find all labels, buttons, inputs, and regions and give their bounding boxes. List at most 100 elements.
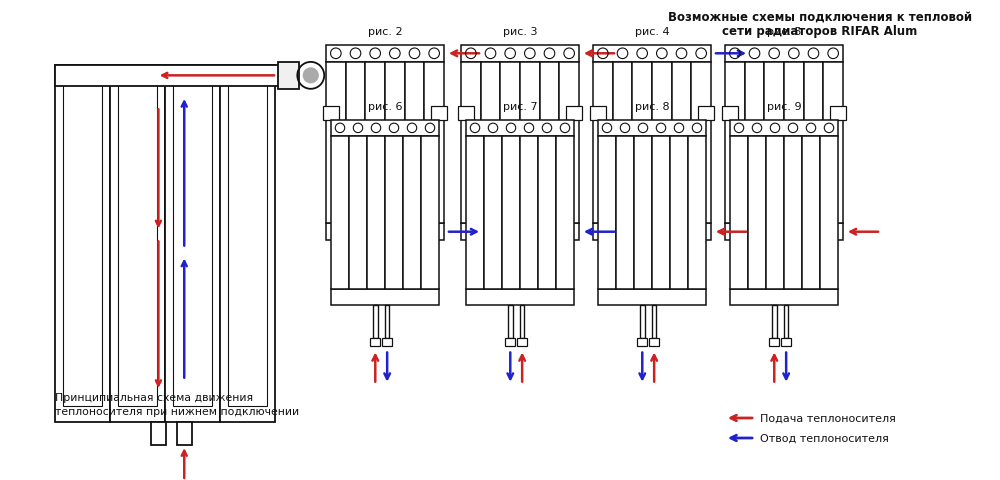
Bar: [804, 62, 823, 224]
Bar: [730, 136, 748, 289]
Bar: [784, 136, 802, 289]
Text: рис. 4: рис. 4: [635, 27, 669, 37]
Bar: [593, 46, 711, 62]
Text: рис. 5: рис. 5: [767, 27, 801, 37]
Bar: [520, 62, 540, 224]
Bar: [616, 136, 634, 289]
Bar: [461, 224, 579, 240]
Bar: [520, 305, 524, 338]
Bar: [725, 46, 843, 62]
Bar: [165, 66, 220, 422]
Bar: [652, 136, 670, 289]
Bar: [688, 136, 706, 289]
Bar: [228, 82, 267, 406]
Bar: [556, 136, 574, 289]
Bar: [784, 305, 788, 338]
Text: рис. 9: рис. 9: [767, 102, 801, 112]
Bar: [220, 66, 275, 422]
Bar: [652, 62, 672, 224]
Bar: [520, 136, 538, 289]
Bar: [370, 338, 380, 346]
Bar: [613, 62, 632, 224]
Bar: [484, 136, 502, 289]
Bar: [63, 82, 102, 406]
Bar: [466, 121, 574, 136]
Bar: [278, 63, 299, 90]
Bar: [598, 121, 706, 136]
Bar: [177, 422, 192, 445]
Bar: [672, 62, 691, 224]
Bar: [698, 107, 714, 121]
Bar: [508, 305, 513, 338]
Bar: [566, 107, 582, 121]
Circle shape: [303, 68, 319, 84]
Bar: [823, 62, 843, 224]
Bar: [331, 289, 439, 305]
Bar: [593, 224, 711, 240]
Bar: [769, 338, 779, 346]
Bar: [670, 136, 688, 289]
Bar: [830, 107, 846, 121]
Text: Возможные схемы подключения к тепловой: Возможные схемы подключения к тепловой: [668, 11, 972, 24]
Bar: [640, 305, 645, 338]
Bar: [559, 62, 579, 224]
Text: рис. 2: рис. 2: [368, 27, 402, 37]
Bar: [766, 136, 784, 289]
Bar: [403, 136, 421, 289]
Bar: [593, 62, 613, 224]
Text: Отвод теплоносителя: Отвод теплоносителя: [760, 433, 889, 443]
Text: Принципиальная схема движения: Принципиальная схема движения: [55, 392, 253, 402]
Bar: [598, 136, 616, 289]
Bar: [461, 46, 579, 62]
Bar: [421, 136, 439, 289]
Bar: [385, 62, 405, 224]
Bar: [540, 62, 559, 224]
Bar: [725, 224, 843, 240]
Bar: [349, 136, 367, 289]
Text: рис. 8: рис. 8: [635, 102, 669, 112]
Bar: [745, 62, 764, 224]
Bar: [772, 305, 777, 338]
Bar: [598, 289, 706, 305]
Bar: [505, 338, 515, 346]
Bar: [55, 66, 290, 86]
Text: Подача теплоносителя: Подача теплоносителя: [760, 413, 896, 423]
Bar: [331, 121, 439, 136]
Bar: [173, 82, 212, 406]
Bar: [365, 62, 385, 224]
Bar: [331, 136, 349, 289]
Bar: [326, 62, 346, 224]
Bar: [590, 107, 606, 121]
Bar: [367, 136, 385, 289]
Bar: [385, 136, 403, 289]
Text: рис. 3: рис. 3: [503, 27, 537, 37]
Bar: [730, 121, 838, 136]
Bar: [637, 338, 647, 346]
Bar: [500, 62, 520, 224]
Bar: [151, 422, 166, 445]
Bar: [764, 62, 784, 224]
Bar: [458, 107, 474, 121]
Bar: [118, 82, 157, 406]
Bar: [405, 62, 424, 224]
Bar: [632, 62, 652, 224]
Bar: [820, 136, 838, 289]
Bar: [466, 136, 484, 289]
Bar: [481, 62, 500, 224]
Text: рис. 7: рис. 7: [503, 102, 537, 112]
Bar: [781, 338, 791, 346]
Bar: [466, 289, 574, 305]
Bar: [730, 289, 838, 305]
Bar: [802, 136, 820, 289]
Text: рис. 6: рис. 6: [368, 102, 402, 112]
Bar: [326, 224, 444, 240]
Bar: [55, 66, 110, 422]
Bar: [652, 305, 656, 338]
Bar: [538, 136, 556, 289]
Bar: [691, 62, 711, 224]
Bar: [382, 338, 392, 346]
Bar: [517, 338, 527, 346]
Bar: [634, 136, 652, 289]
Bar: [323, 107, 339, 121]
Bar: [110, 66, 165, 422]
